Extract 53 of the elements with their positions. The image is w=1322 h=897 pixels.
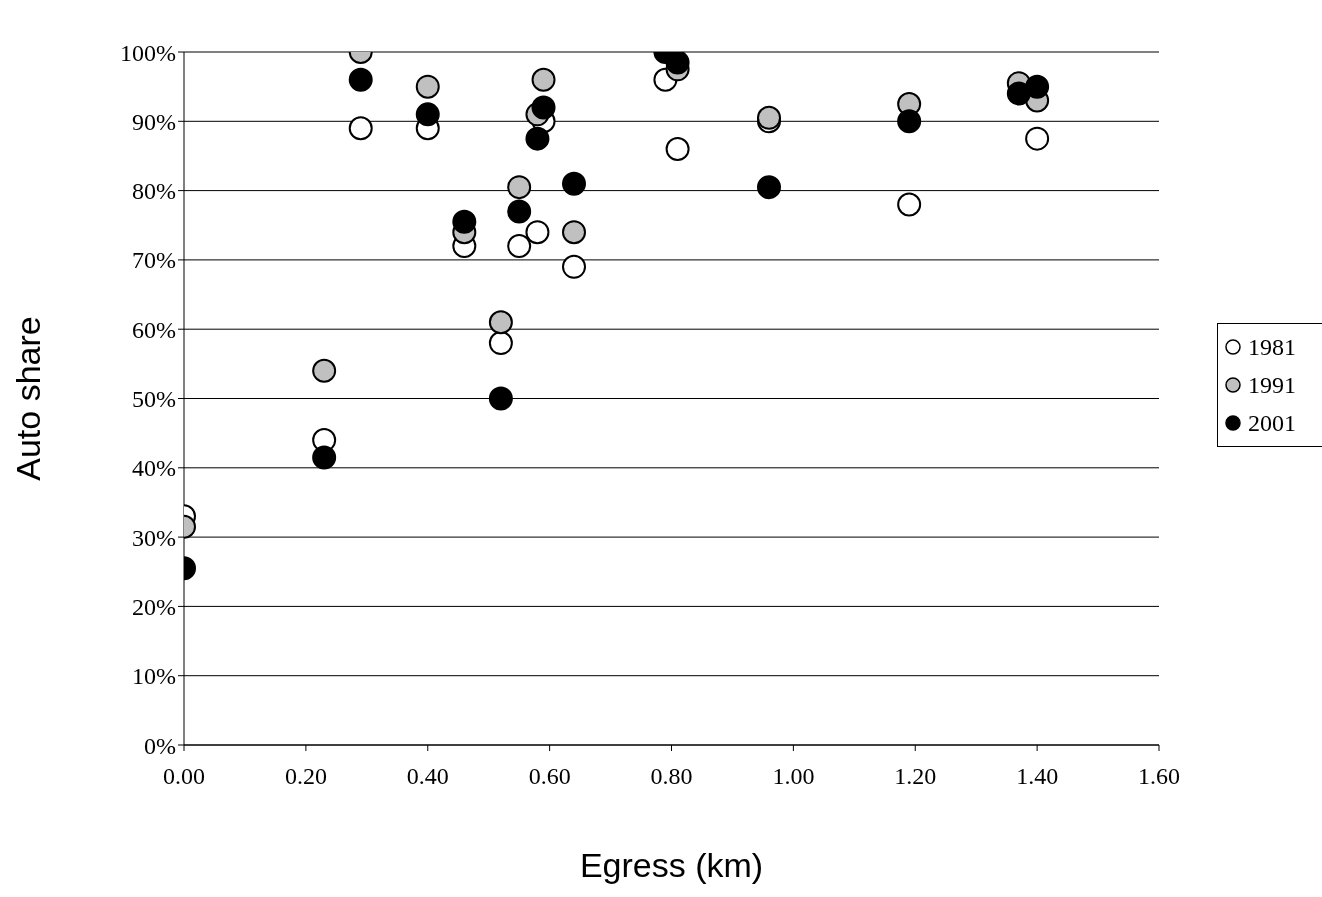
point (562, 220, 586, 245)
point (757, 175, 781, 200)
point (897, 109, 922, 134)
point (525, 220, 550, 245)
y-tick-label: 20% (132, 593, 176, 620)
point (312, 358, 337, 383)
x-axis-title: Egress (km) (579, 846, 764, 884)
y-tick-label: 50% (132, 386, 176, 413)
y-axis-title: Auto share (9, 316, 48, 481)
point (312, 445, 337, 470)
point (507, 234, 532, 259)
y-tick-label: 90% (132, 108, 176, 135)
point (897, 192, 922, 217)
point (488, 310, 513, 335)
point (488, 386, 513, 411)
point (531, 67, 556, 92)
point (415, 74, 440, 99)
y-tick-label: 100% (120, 39, 176, 66)
point (415, 102, 440, 127)
y-tick-label: 0% (144, 732, 176, 759)
point (507, 199, 532, 224)
point (488, 331, 513, 356)
point (531, 95, 556, 120)
x-tick-label: 1.20 (894, 763, 937, 790)
y-tick-label: 80% (132, 178, 176, 205)
point (1025, 126, 1050, 151)
point (665, 52, 690, 75)
x-tick-label: 0.00 (163, 763, 205, 790)
y-tick-label: 10% (132, 663, 176, 690)
x-tick-label: 1.40 (1016, 763, 1059, 790)
point (562, 254, 586, 279)
point (1025, 74, 1050, 99)
y-tick-label: 60% (132, 316, 176, 343)
point (348, 116, 373, 141)
point (348, 67, 373, 92)
legend-label: 2001 (1248, 409, 1296, 437)
x-tick-label: 1.60 (1138, 763, 1180, 790)
y-tick-label: 70% (132, 247, 176, 274)
y-tick-label: 40% (132, 455, 176, 482)
point (665, 137, 690, 162)
point (525, 126, 550, 151)
x-tick-label: 0.60 (528, 763, 571, 790)
point (452, 209, 477, 234)
legend-label: 1991 (1248, 371, 1296, 399)
point (507, 175, 532, 200)
x-tick-label: 1.00 (772, 763, 815, 790)
x-tick-label: 0.40 (406, 763, 449, 790)
x-tick-label: 0.20 (284, 763, 327, 790)
point (1006, 81, 1031, 106)
legend-label: 1981 (1248, 333, 1296, 361)
y-tick-label: 30% (132, 524, 176, 551)
x-tick-label: 0.80 (650, 763, 693, 790)
point (562, 171, 586, 196)
